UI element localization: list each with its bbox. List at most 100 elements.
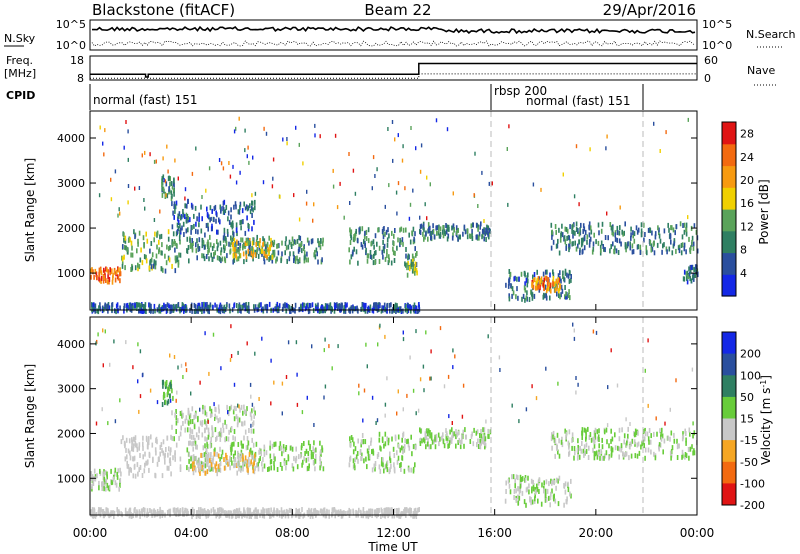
echo-cell-9-240 xyxy=(313,509,315,515)
echo-cell-2-74 xyxy=(235,204,237,210)
echo-cell-8-223 xyxy=(581,430,584,436)
echo-cell-4-27 xyxy=(207,458,209,464)
echo-cell-2-46 xyxy=(251,200,253,206)
echo-cell-9-281 xyxy=(152,509,155,515)
echo-cell-2-3 xyxy=(246,215,248,221)
echo-cell-1-110 xyxy=(150,258,152,264)
echo-cell-7-110 xyxy=(438,233,441,239)
echo-cell-2-50 xyxy=(227,231,229,237)
echo-cell-10-20 xyxy=(161,402,164,407)
echo-cell-1-33 xyxy=(124,244,126,250)
echo-cell-3-226 xyxy=(310,450,313,456)
echo-cell-1-87 xyxy=(125,245,127,251)
echo-cell-10-12 xyxy=(572,241,574,247)
echo-cell-4-24 xyxy=(219,467,222,473)
echo-cell-6-37 xyxy=(483,427,486,433)
echo-cell-10-148 xyxy=(588,232,591,238)
echo-cell-4-96 xyxy=(201,465,204,470)
echo-cell-12-483 xyxy=(206,306,208,312)
echo-cell-9-218 xyxy=(195,514,198,519)
echo-cell-12-404 xyxy=(352,305,354,311)
echo-cell-10-93 xyxy=(659,238,662,244)
echo-cell-2-61 xyxy=(223,232,226,238)
echo-cell-3-68 xyxy=(252,442,255,448)
echo-cell-5-65 xyxy=(348,462,351,468)
echo-cell-7-75 xyxy=(480,221,482,227)
echo-cell-1-10 xyxy=(150,434,152,440)
echo-cell-2-145 xyxy=(187,410,190,416)
echo-cell-5-56 xyxy=(360,442,362,448)
echo-cell-10-109 xyxy=(564,226,567,232)
echo-cell-9-332 xyxy=(203,508,206,514)
scatter-cell-57 xyxy=(271,184,274,189)
nave-line xyxy=(90,73,697,79)
scatter-cell-14 xyxy=(296,372,298,377)
echo-cell-2-77 xyxy=(183,214,186,220)
echo-cell-5-80 xyxy=(364,230,366,236)
echo-cell-9-52 xyxy=(558,288,560,294)
echo-cell-3-12 xyxy=(276,467,279,472)
echo-cell-9-515 xyxy=(270,507,272,513)
echo-cell-4-66 xyxy=(259,249,261,255)
echo-cell-3-4 xyxy=(210,252,212,258)
scatter-cell-134 xyxy=(143,198,145,202)
echo-cell-6-115 xyxy=(445,431,448,437)
echo-cell-10-241 xyxy=(563,235,566,241)
echo-cell-5-41 xyxy=(391,230,393,236)
echo-cell-9-91 xyxy=(238,507,241,513)
echo-cell-10-163 xyxy=(574,230,576,236)
scatter-cell-58 xyxy=(366,364,368,369)
scatter-cell-108 xyxy=(477,204,479,208)
echo-cell-1-41 xyxy=(155,450,157,456)
echo-cell-9-259 xyxy=(336,510,338,516)
echo-cell-3-130 xyxy=(249,447,252,453)
scatter-cell-115 xyxy=(605,146,607,151)
echo-cell-2-149 xyxy=(209,413,212,419)
echo-cell-9-414 xyxy=(230,510,233,516)
echo-cell-8-104 xyxy=(692,450,694,456)
echo-cell-13-18 xyxy=(172,188,175,194)
echo-cell-4-61 xyxy=(235,252,237,258)
echo-cell-1-78 xyxy=(131,439,134,445)
scatter-cell-157 xyxy=(452,348,454,353)
echo-cell-2-30 xyxy=(218,431,221,437)
echo-cell-5-86 xyxy=(378,245,381,251)
colorbar-swatch-4 xyxy=(722,418,736,441)
echo-cell-5-105 xyxy=(411,230,413,236)
echo-cell-4-15 xyxy=(213,451,216,457)
echo-cell-3-199 xyxy=(270,459,273,464)
echo-cell-2-140 xyxy=(194,412,197,418)
echo-cell-7-59 xyxy=(464,229,467,235)
echo-cell-2-115 xyxy=(198,426,200,432)
echo-cell-12-484 xyxy=(168,303,170,309)
echo-cell-2-104 xyxy=(209,217,211,223)
echo-cell-7-81 xyxy=(553,496,555,502)
echo-cell-5-63 xyxy=(360,439,363,445)
echo-cell-4-65 xyxy=(263,250,266,256)
echo-cell-5-87 xyxy=(412,468,415,474)
echo-cell-1-16 xyxy=(174,268,177,274)
echo-cell-5-89 xyxy=(353,234,355,240)
echo-cell-5-79 xyxy=(383,248,385,254)
echo-cell-8-181 xyxy=(642,428,645,434)
echo-cell-10-201 xyxy=(581,249,584,255)
echo-cell-8-40 xyxy=(558,453,561,459)
echo-cell-4-68 xyxy=(269,245,272,251)
echo-cell-2-108 xyxy=(219,219,221,225)
echo-cell-9-335 xyxy=(278,510,281,516)
echo-cell-2-79 xyxy=(248,428,250,433)
echo-cell-1-32 xyxy=(179,467,182,472)
echo-cell-5-91 xyxy=(389,467,391,473)
echo-cell-7-103 xyxy=(438,227,440,233)
echo-cell-6-75 xyxy=(459,439,462,445)
echo-cell-3-225 xyxy=(240,440,243,446)
echo-cell-10-69 xyxy=(572,233,574,239)
echo-cell-8-132 xyxy=(593,455,596,461)
echo-cell-9-330 xyxy=(387,508,390,514)
echo-cell-3-104 xyxy=(204,443,206,449)
echo-cell-3-163 xyxy=(269,453,272,459)
echo-cell-4-107 xyxy=(244,455,247,461)
echo-cell-9-368 xyxy=(247,511,250,517)
scatter-cell-78 xyxy=(244,206,247,211)
echo-cell-9-437 xyxy=(144,507,146,513)
